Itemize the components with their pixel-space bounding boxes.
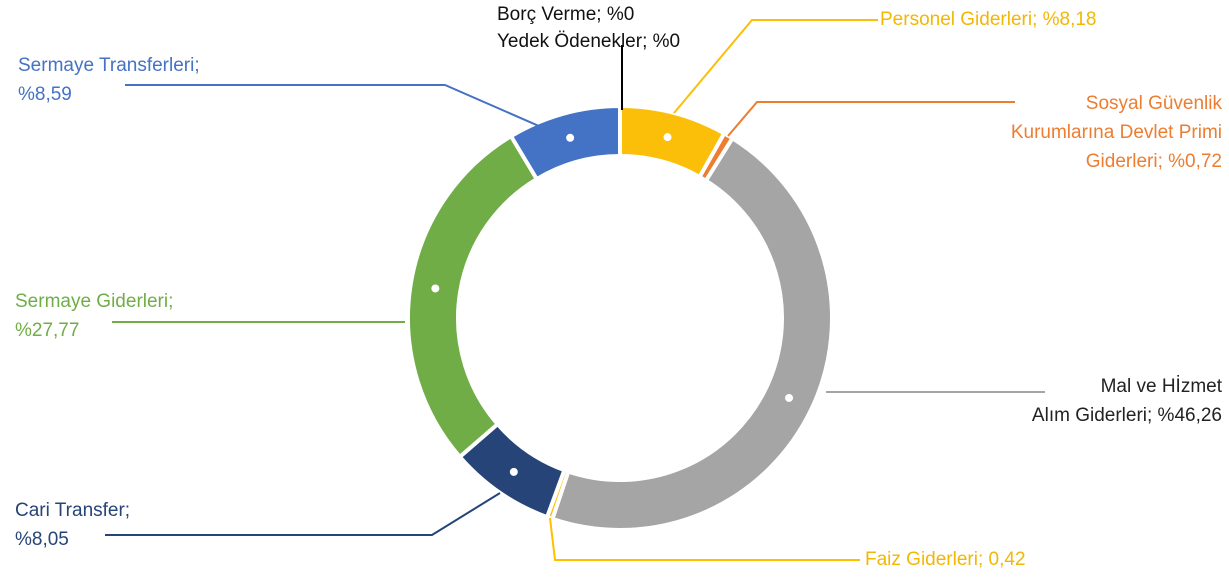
leader-line: [105, 492, 501, 536]
data-label: Borç Verme; %0: [497, 4, 634, 25]
data-label: %8,05: [15, 529, 69, 550]
data-label: Mal ve Hİzmet: [1101, 376, 1223, 397]
data-label: Sermaye Giderleri;: [15, 291, 173, 312]
data-label: Giderleri; %0,72: [1086, 151, 1222, 172]
data-label: Sermaye Transferleri;: [18, 55, 200, 76]
data-label: Personel Giderleri; %8,18: [880, 9, 1097, 30]
data-label: Faiz Giderleri; 0,42: [865, 549, 1026, 570]
data-label: Yedek Ödenekler; %0: [497, 31, 680, 52]
leader-line: [673, 19, 878, 114]
leader-line: [549, 517, 860, 561]
donut-slice: [406, 134, 539, 459]
leader-line: [727, 101, 1015, 137]
slice-marker: [566, 133, 575, 142]
slice-marker: [785, 393, 794, 402]
slice-marker: [509, 467, 518, 476]
slice-marker: [663, 133, 672, 142]
donut-slice: [550, 136, 834, 532]
data-label: %8,59: [18, 84, 72, 105]
data-label: %27,77: [15, 320, 79, 341]
data-label: Sosyal Güvenlik: [1086, 93, 1223, 114]
leader-line: [125, 84, 549, 131]
slice-marker: [431, 284, 440, 293]
data-label: Alım Giderleri; %46,26: [1032, 405, 1222, 426]
data-label: Kurumlarına Devlet Primi: [1011, 122, 1222, 143]
data-label: Cari Transfer;: [15, 500, 130, 521]
